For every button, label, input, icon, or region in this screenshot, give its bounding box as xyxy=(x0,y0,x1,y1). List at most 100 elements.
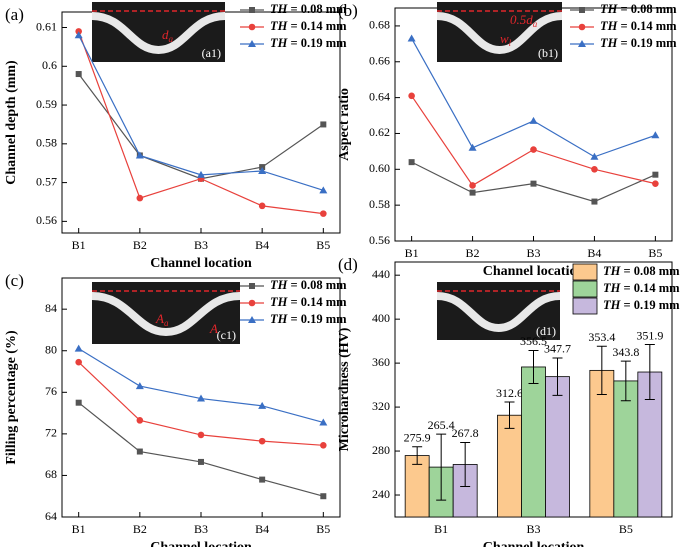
data-label: 347.7 xyxy=(544,342,571,356)
y-tick-label: 0.62 xyxy=(369,125,390,139)
legend-label: TH = 0.14 mm xyxy=(270,19,347,33)
data-label: 351.9 xyxy=(636,328,663,342)
legend-label-part: TH xyxy=(600,36,619,50)
inset-annotation: A xyxy=(209,321,218,336)
series-line xyxy=(411,95,656,187)
marker xyxy=(198,458,204,465)
marker xyxy=(579,7,585,13)
legend-label-part: = 0.14 mm xyxy=(620,281,680,295)
series-line xyxy=(78,73,324,180)
error-bar xyxy=(504,401,515,429)
error-bar xyxy=(596,345,607,396)
marker xyxy=(75,71,82,78)
marker xyxy=(530,180,537,187)
y-tick-label: 0.56 xyxy=(36,213,57,227)
marker xyxy=(652,171,659,178)
marker xyxy=(591,198,598,205)
legend-label-part: TH xyxy=(603,298,622,312)
x-tick-label: B1 xyxy=(72,522,86,536)
legend-label-part: TH xyxy=(603,281,622,295)
legend-label-part: TH xyxy=(600,19,619,33)
x-tick-label: B5 xyxy=(648,246,662,260)
annotation-sub: a xyxy=(169,34,174,44)
marker xyxy=(248,23,256,31)
marker xyxy=(248,316,256,323)
marker xyxy=(135,382,144,390)
x-tick-label: B1 xyxy=(405,246,419,260)
legend-swatch xyxy=(572,280,598,298)
x-tick-label: B4 xyxy=(255,522,269,536)
y-tick-label: 400 xyxy=(372,311,390,325)
y-tick-label: 0.58 xyxy=(369,197,390,211)
legend-label: TH = 0.08 mm xyxy=(600,2,677,16)
annotation-main: A xyxy=(155,311,164,326)
data-label: 356.5 xyxy=(520,334,547,348)
marker xyxy=(197,170,205,178)
marker xyxy=(529,116,538,124)
y-tick-label: 280 xyxy=(372,443,390,457)
legend-label: TH = 0.14 mm xyxy=(270,295,347,309)
legend-label-part: = 0.19 mm xyxy=(287,312,347,326)
marker xyxy=(469,182,476,189)
y-tick-label: 0.66 xyxy=(369,54,390,68)
marker xyxy=(248,299,256,307)
marker xyxy=(320,493,327,500)
y-axis-title: Channel depth (mm) xyxy=(4,60,19,185)
x-tick-label: B3 xyxy=(526,246,540,260)
y-tick-label: 0.6 xyxy=(42,58,57,72)
panel: 240 280 320 360 400 440 (d) Microhardness (HV) C… xyxy=(337,255,680,547)
y-axis-title: Aspect ratio xyxy=(337,88,352,161)
marker xyxy=(74,344,83,352)
bar xyxy=(613,380,639,518)
marker xyxy=(136,448,143,455)
marker xyxy=(407,34,416,42)
annotation-sub: l xyxy=(509,38,512,48)
annotation-main: w xyxy=(500,31,509,46)
x-tick-label: B4 xyxy=(587,246,601,260)
x-tick-label: B3 xyxy=(194,238,208,252)
legend-label-part: = 0.08 mm xyxy=(620,264,680,278)
legend-label-part: = 0.14 mm xyxy=(287,19,347,33)
legend-label-part: = 0.14 mm xyxy=(617,19,677,33)
marker xyxy=(320,210,327,217)
legend-label-part: = 0.14 mm xyxy=(287,295,347,309)
panel: 64 68 72 76 80 84 (c) Filling percentage (%) Cha… xyxy=(4,271,347,547)
y-tick-label: 0.59 xyxy=(36,97,57,111)
marker xyxy=(136,417,144,424)
marker xyxy=(320,442,327,449)
legend-swatch xyxy=(572,263,598,281)
error-bar xyxy=(552,357,563,396)
bar xyxy=(521,366,546,518)
error-bar xyxy=(460,441,471,487)
legend-label-part: TH xyxy=(270,295,289,309)
panel-label: (b) xyxy=(338,1,358,20)
legend-label: TH = 0.14 mm xyxy=(603,281,680,295)
data-label: 343.8 xyxy=(612,345,639,359)
x-tick-label: B2 xyxy=(133,522,147,536)
legend-label: TH = 0.08 mm xyxy=(270,2,347,16)
bar xyxy=(497,414,522,518)
x-tick-label: B1 xyxy=(434,522,448,536)
legend-label-part: = 0.19 mm xyxy=(287,36,347,50)
legend-label: TH = 0.08 mm xyxy=(603,264,680,278)
x-tick-label: B4 xyxy=(255,238,269,252)
panel: 0.56 0.58 0.60 0.62 0.64 0.66 0.68 (b) Aspect ra… xyxy=(337,1,677,279)
inset-label: (b1) xyxy=(538,46,558,60)
annotation-sub: a xyxy=(533,19,538,29)
marker xyxy=(319,186,328,194)
data-label: 353.4 xyxy=(588,330,615,344)
marker xyxy=(591,166,598,173)
annotation-main: 0.5d xyxy=(510,12,533,27)
legend-label-part: TH xyxy=(270,312,289,326)
legend-label-part: = 0.19 mm xyxy=(617,36,677,50)
marker xyxy=(578,40,586,47)
data-label: 275.9 xyxy=(404,431,431,445)
legend-label-part: = 0.08 mm xyxy=(617,2,677,16)
legend-label: TH = 0.19 mm xyxy=(270,312,347,326)
x-tick-label: B5 xyxy=(316,238,330,252)
legend-label: TH = 0.08 mm xyxy=(270,278,347,292)
panel-label: (c) xyxy=(5,271,24,290)
y-tick-label: 72 xyxy=(45,426,57,440)
panel-label: (a) xyxy=(5,5,24,24)
